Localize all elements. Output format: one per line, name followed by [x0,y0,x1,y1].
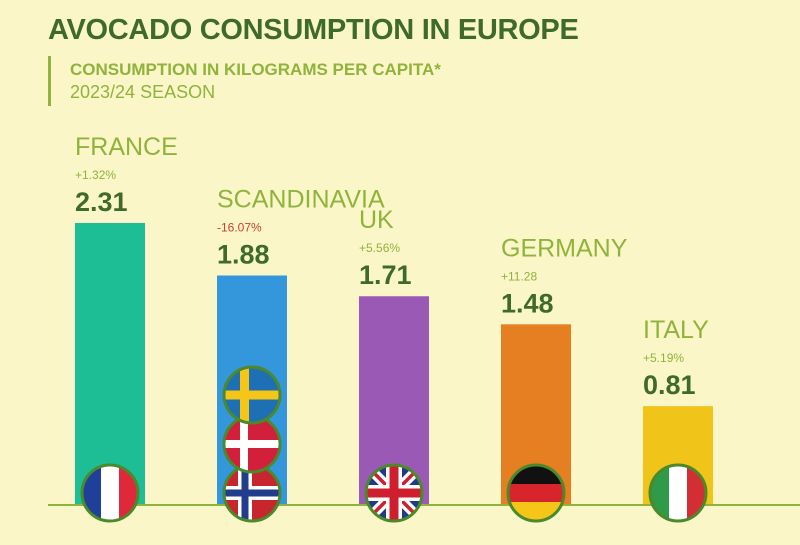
denmark-flag-icon [222,414,282,474]
value-label-france: 2.31 [75,187,128,217]
value-label-italy: 0.81 [643,370,696,400]
change-label-france: +1.32% [75,168,116,182]
season-label: 2023/24 SEASON [70,82,216,102]
category-label-scandinavia: SCANDINAVIA [217,185,385,213]
change-label-italy: +5.19% [643,351,684,365]
uk-flag-icon [364,463,424,523]
bar-france [75,223,145,505]
category-label-italy: ITALY [643,316,709,344]
italy-flag-icon [648,463,708,523]
value-label-uk: 1.71 [359,260,412,290]
change-label-uk: +5.56% [359,241,400,255]
subtitle-accent-bar [48,56,51,106]
value-label-scandinavia: 1.88 [217,239,270,269]
chart-subtitle: CONSUMPTION IN KILOGRAMS PER CAPITA* [70,60,441,79]
category-label-germany: GERMANY [501,234,628,262]
category-label-france: FRANCE [75,133,178,161]
change-label-scandinavia: -16.07% [217,220,262,234]
value-label-germany: 1.48 [501,288,554,318]
chart-title: AVOCADO CONSUMPTION IN EUROPE [48,14,579,46]
norway-flag-icon [222,463,282,523]
sweden-flag-icon [222,365,282,425]
category-label-uk: UK [359,206,394,234]
change-label-germany: +11.28 [501,269,537,283]
france-flag-icon [80,463,140,523]
germany-flag-icon [506,463,566,523]
